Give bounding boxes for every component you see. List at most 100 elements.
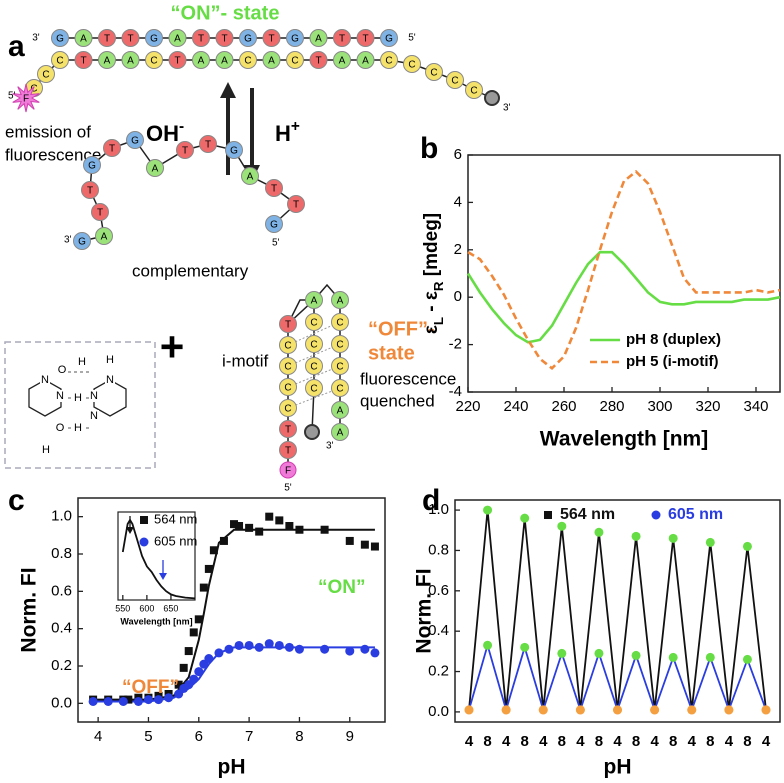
x-tick-label: 650	[163, 603, 178, 613]
panel-label: a	[8, 30, 25, 63]
y-tick-label: 0.0	[51, 694, 72, 711]
point	[209, 546, 218, 555]
atom-bg	[55, 422, 65, 434]
y-axis-label-part: - ε	[421, 291, 442, 317]
point	[370, 542, 379, 551]
point	[244, 640, 254, 650]
base	[168, 29, 187, 47]
x-tick-label: 8	[483, 733, 491, 750]
point	[204, 654, 214, 664]
base	[176, 141, 194, 159]
y-tick-label: 0	[454, 288, 462, 305]
x-tick-label: 9	[346, 728, 354, 745]
base	[95, 227, 113, 245]
point	[184, 647, 193, 656]
base	[74, 51, 93, 69]
base	[333, 51, 351, 69]
base	[239, 51, 257, 69]
point	[668, 533, 678, 543]
x-tick-label: 8	[295, 728, 303, 745]
base-letter: A	[80, 34, 87, 45]
point	[179, 663, 188, 672]
legend-marker	[140, 516, 148, 524]
base	[146, 159, 164, 177]
plot-frame	[467, 154, 781, 393]
point	[464, 705, 474, 715]
legend-label: 564 nm	[154, 511, 197, 526]
base-letter: A	[311, 296, 318, 307]
point	[687, 705, 697, 715]
point	[520, 513, 530, 523]
x-tick-label: 8	[595, 733, 603, 750]
series-line	[466, 250, 781, 344]
point	[575, 705, 585, 715]
base	[91, 203, 109, 221]
base-letter: T	[285, 320, 291, 331]
base	[215, 51, 234, 69]
atom-label: H	[78, 356, 86, 368]
point	[133, 696, 143, 706]
base-letter: A	[337, 296, 344, 307]
x-tick-label: 4	[539, 733, 548, 750]
base-letter: C	[310, 318, 317, 329]
legend-label: 605 nm	[154, 533, 197, 548]
backbone	[25, 59, 493, 99]
atom-label: N	[106, 374, 114, 386]
base-letter: G	[270, 220, 278, 231]
legend-marker	[544, 511, 552, 519]
x-tick-label: 240	[503, 398, 528, 415]
ring	[28, 379, 62, 417]
base-letter: T	[315, 56, 321, 67]
base	[331, 335, 349, 353]
point	[224, 644, 234, 654]
atom-bg	[77, 356, 87, 368]
base	[331, 357, 349, 375]
plot-frame	[77, 497, 386, 723]
atom-bg	[55, 390, 65, 402]
base	[279, 336, 297, 354]
base-letter: A	[152, 164, 159, 175]
base	[305, 357, 323, 375]
point	[761, 705, 771, 715]
base-letter: C	[430, 68, 437, 79]
base	[279, 399, 297, 417]
y-tick-label: 0.2	[428, 663, 449, 680]
atom-bg	[105, 354, 115, 366]
base-letter: G	[56, 34, 64, 45]
y-tick-label: 0.8	[428, 541, 449, 558]
point	[345, 536, 354, 545]
base-letter: C	[310, 362, 317, 373]
point	[501, 705, 511, 715]
x-tick-label: 220	[455, 398, 480, 415]
base-pair-box	[4, 341, 156, 469]
base	[37, 65, 55, 83]
x-tick-label: 340	[743, 398, 768, 415]
base	[241, 167, 259, 185]
base-letter: A	[268, 56, 275, 67]
atom-bg	[41, 444, 51, 456]
point	[294, 644, 304, 654]
state-title: “ON”- state	[171, 2, 280, 24]
base	[98, 51, 116, 69]
x-tick-label: 260	[551, 398, 576, 415]
base	[279, 378, 297, 396]
x-axis-label: pH	[218, 756, 246, 779]
x-tick-label: 6	[195, 728, 203, 745]
base-letter: C	[336, 318, 343, 329]
atom-bg	[89, 410, 99, 422]
base	[279, 441, 297, 459]
point	[194, 667, 204, 677]
base	[331, 423, 349, 441]
fluorophore-letter: F	[23, 94, 29, 105]
panel-label: d	[422, 484, 440, 517]
atom-bg	[73, 392, 83, 404]
base-letter: G	[244, 34, 252, 45]
base	[98, 29, 116, 47]
x-tick-label: 7	[245, 728, 253, 745]
base	[262, 51, 281, 69]
x-tick-label: 8	[632, 733, 640, 750]
point	[255, 527, 264, 536]
point	[650, 705, 660, 715]
point	[631, 650, 641, 660]
point	[88, 696, 98, 706]
